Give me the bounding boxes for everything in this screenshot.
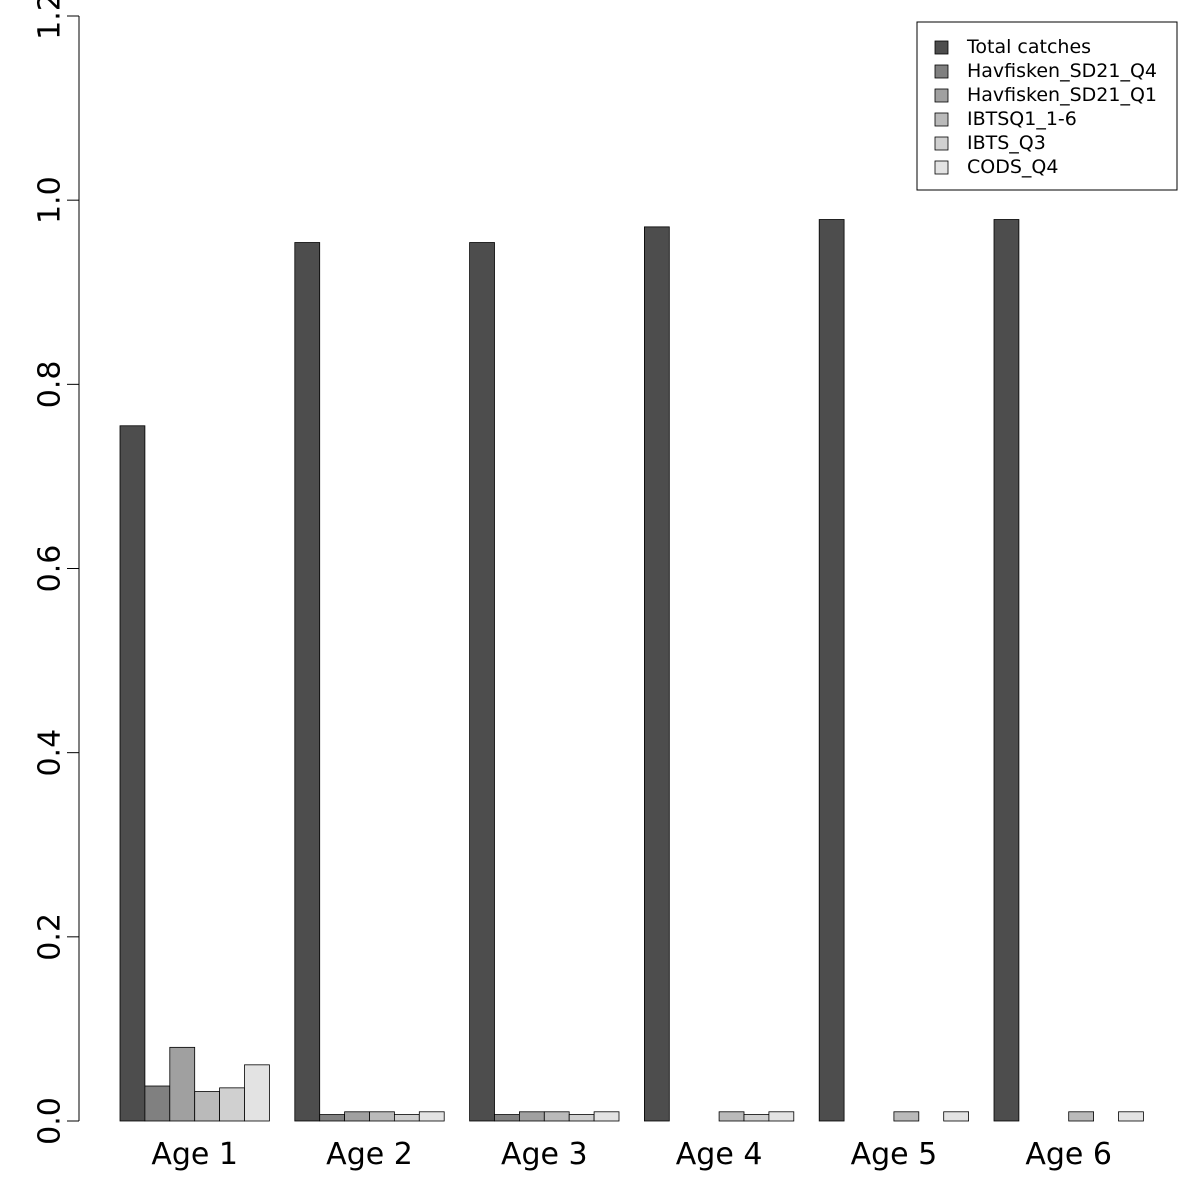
bar-ibts-q3-age-3 [568, 1114, 595, 1122]
bar-cods-q4-age-1 [244, 1064, 270, 1122]
bar-total-catches-age-1 [119, 425, 146, 1122]
legend-swatch [934, 160, 949, 175]
bar-ibts-q3-age-4 [743, 1114, 770, 1122]
bar-ibtsq1-1-6-age-1 [194, 1091, 220, 1122]
y-tick-label: 0.6 [33, 545, 68, 593]
legend-label: Havfisken_SD21_Q1 [967, 84, 1157, 106]
legend: Total catchesHavfisken_SD21_Q4Havfisken_… [916, 21, 1178, 191]
bar-havfisken-sd21-q1-age-1 [169, 1046, 196, 1122]
legend-swatch [934, 136, 949, 151]
x-tick-label: Age 3 [501, 1137, 588, 1172]
x-tick-label: Age 4 [676, 1137, 763, 1172]
bar-havfisken-sd21-q1-age-3 [519, 1111, 545, 1122]
legend-label: Total catches [966, 36, 1091, 58]
y-tick-label: 1.2 [33, 0, 68, 40]
legend-label: IBTS_Q3 [967, 132, 1046, 154]
bar-total-catches-age-5 [818, 219, 845, 1122]
bar-total-catches-age-3 [469, 242, 495, 1122]
legend-label: CODS_Q4 [967, 156, 1058, 178]
bar-ibtsq1-1-6-age-2 [369, 1111, 395, 1122]
bar-havfisken-sd21-q4-age-2 [319, 1114, 346, 1122]
bar-total-catches-age-4 [644, 226, 670, 1122]
bar-ibtsq1-1-6-age-6 [1068, 1111, 1094, 1122]
bar-ibtsq1-1-6-age-3 [543, 1111, 570, 1122]
x-tick-label: Age 6 [1025, 1137, 1112, 1172]
legend-swatch [934, 64, 949, 79]
y-tick-label: 0.8 [33, 360, 68, 408]
y-tick-label: 0.2 [33, 913, 68, 961]
bar-ibts-q3-age-1 [219, 1087, 245, 1122]
y-tick-label: 0.4 [33, 729, 68, 777]
y-tick-label: 0.0 [33, 1097, 68, 1145]
bar-ibtsq1-1-6-age-5 [893, 1111, 920, 1122]
x-tick-label: Age 2 [326, 1137, 413, 1172]
bar-cods-q4-age-6 [1118, 1111, 1144, 1122]
bar-ibts-q3-age-2 [393, 1114, 420, 1122]
bar-total-catches-age-6 [993, 219, 1020, 1122]
bar-total-catches-age-2 [294, 242, 321, 1122]
legend-box [916, 21, 1178, 191]
legend-swatch [934, 88, 949, 103]
x-axis-labels: Age 1 Age 2 Age 3 Age 4 Age 5 Age 6 [151, 1137, 1112, 1172]
legend-swatch [934, 112, 949, 127]
y-tick-label: 1.0 [33, 176, 68, 224]
bars [119, 219, 1144, 1122]
bar-cods-q4-age-5 [943, 1111, 970, 1122]
x-tick-label: Age 1 [151, 1137, 238, 1172]
legend-label: IBTSQ1_1-6 [967, 108, 1077, 130]
bar-havfisken-sd21-q1-age-2 [344, 1111, 370, 1122]
bar-havfisken-sd21-q4-age-1 [144, 1085, 171, 1122]
legend-swatch [934, 40, 949, 55]
bar-cods-q4-age-3 [593, 1111, 620, 1122]
bar-cods-q4-age-2 [418, 1111, 445, 1122]
bar-ibtsq1-1-6-age-4 [718, 1111, 745, 1122]
x-tick-label: Age 5 [851, 1137, 938, 1172]
bar-cods-q4-age-4 [768, 1111, 795, 1122]
bar-havfisken-sd21-q4-age-3 [494, 1114, 520, 1122]
y-axis: 0.0 0.2 0.4 0.6 0.8 1.0 1.2 [33, 0, 80, 1145]
legend-label: Havfisken_SD21_Q4 [967, 60, 1157, 82]
